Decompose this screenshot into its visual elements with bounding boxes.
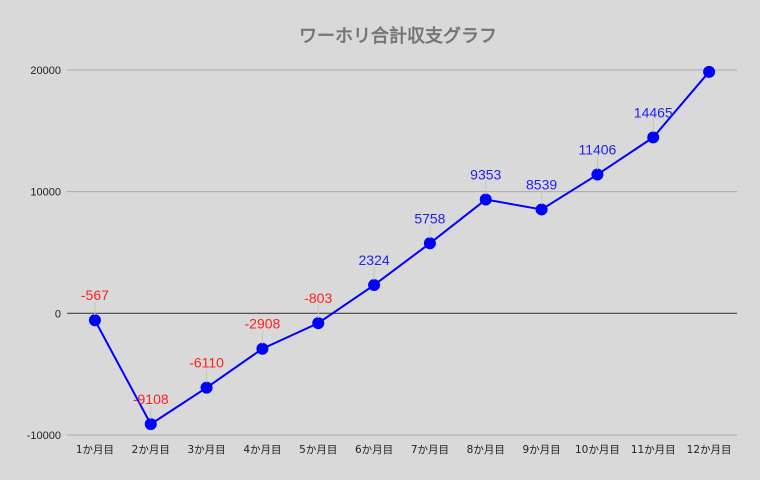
data-point-marker [591,168,604,181]
data-point-marker [703,65,716,78]
data-point-marker [88,314,101,327]
chart-title: ワーホリ合計収支グラフ [299,25,497,47]
series-line [94,71,710,426]
data-label: -567 [81,287,109,303]
gridlines [67,69,737,436]
x-tick-label: 5か月目 [299,444,337,456]
x-tick-label: 10か月目 [575,444,620,456]
data-label: 9353 [470,167,501,183]
x-tick-label: 9か月目 [522,444,560,456]
y-tick-label: 10000 [30,187,61,199]
x-axis: 1か月目 2か月目 3か月目 4か月目 5か月目 6か月目 7か月目 8か月目 9か月目 10か月… [76,444,732,456]
data-label: 11406 [578,142,616,158]
x-tick-label: 3か月目 [187,444,225,456]
data-point-marker [423,237,436,250]
data-label: -9108 [133,391,169,407]
data-label: 14465 [634,104,673,120]
x-tick-label: 12か月目 [687,444,732,456]
data-point-marker [200,381,213,394]
data-series [88,65,716,431]
y-tick-label: 20000 [30,65,61,77]
data-label: -803 [304,290,332,306]
data-labels: -567 -9108 -6110 -2908 -803 2324 5758 9353 8539 1… [81,104,673,420]
x-tick-label: 11か月目 [631,444,676,456]
y-tick-label: -10000 [27,430,61,442]
data-label: -6110 [189,355,224,371]
x-tick-label: 4か月目 [243,444,281,456]
data-label: 8539 [526,176,557,192]
y-axis: -10000 0 10000 20000 [27,65,61,442]
data-point-marker [312,317,325,330]
data-label: 5758 [414,210,445,226]
data-point-marker [144,418,157,431]
data-label: 2324 [359,252,390,268]
data-label: -2908 [245,316,281,332]
data-point-marker [368,279,381,292]
x-tick-label: 1か月目 [76,444,114,456]
data-point-marker [647,131,660,144]
x-tick-label: 8か月目 [467,444,505,456]
data-point-marker [479,193,492,206]
y-tick-label: 0 [55,308,61,320]
data-point-marker [535,203,548,216]
x-tick-label: 7か月目 [411,444,449,456]
x-tick-label: 6か月目 [355,444,393,456]
x-tick-label: 2か月目 [132,444,170,456]
data-point-marker [256,342,269,355]
